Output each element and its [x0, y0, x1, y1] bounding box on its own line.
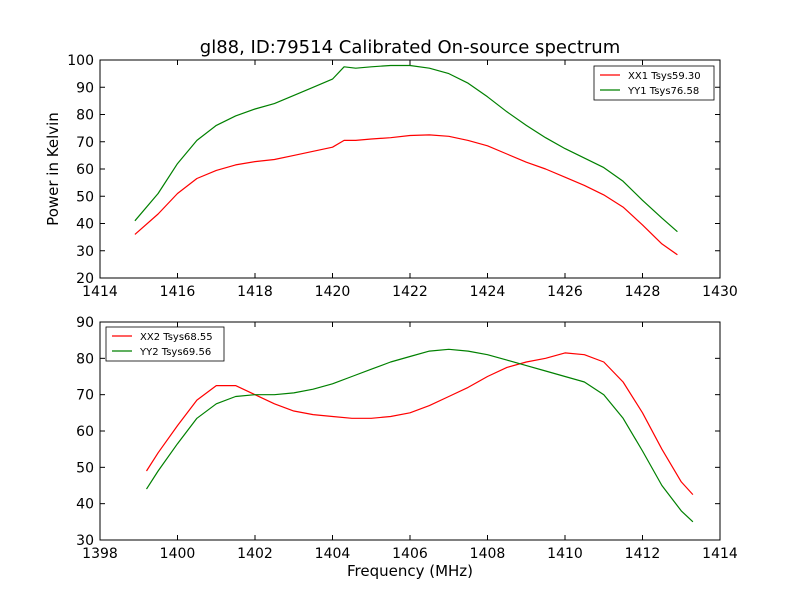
x-tick-label: 1424: [470, 284, 506, 300]
x-axis-label-bottom: Frequency (MHz): [347, 562, 473, 580]
series-line-0-1: [134, 64, 678, 233]
x-tick-label: 1412: [625, 546, 661, 562]
y-tick-label: 70: [76, 135, 94, 151]
x-tick-label: 1426: [547, 284, 583, 300]
x-tick-label: 1428: [625, 284, 661, 300]
x-tick-label: 1400: [160, 546, 196, 562]
x-tick-label: 1418: [237, 284, 273, 300]
y-tick-label: 90: [76, 315, 94, 331]
y-tick-label: 20: [76, 271, 94, 287]
x-tick-label: 1406: [392, 546, 428, 562]
y-tick-label: 90: [76, 80, 94, 96]
y-tick-label: 60: [76, 162, 94, 178]
x-tick-label: 1398: [82, 546, 118, 562]
x-tick-label: 1420: [315, 284, 351, 300]
y-tick-label: 30: [76, 244, 94, 260]
x-tick-label: 1430: [702, 284, 738, 300]
x-tick-label: 1404: [315, 546, 351, 562]
y-tick-label: 50: [76, 460, 94, 476]
y-tick-label: 70: [76, 388, 94, 404]
x-tick-label: 1408: [470, 546, 506, 562]
y-axis-label-top: Power in Kelvin: [44, 112, 62, 226]
legend-box-0: [593, 65, 715, 101]
y-tick-label: 80: [76, 351, 94, 367]
x-tick-label: 1414: [82, 284, 118, 300]
series-line-1-0: [145, 352, 694, 496]
x-tick-label: 1422: [392, 284, 428, 300]
legend-label: XX2 Tsys68.55: [140, 332, 213, 343]
x-tick-label: 1410: [547, 546, 583, 562]
legend-label: YY2 Tsys69.56: [139, 347, 211, 358]
y-tick-label: 60: [76, 424, 94, 440]
x-tick-label: 1414: [702, 546, 738, 562]
chart-title: gl88, ID:79514 Calibrated On-source spec…: [200, 37, 620, 58]
y-tick-label: 50: [76, 189, 94, 205]
y-tick-label: 40: [76, 497, 94, 513]
bottom-panel: 1398 1400 1402 1404 1406 1408 1410 1412 1414 30 40…: [76, 315, 738, 562]
series-line-1-1: [145, 348, 694, 523]
y-tick-label: 100: [67, 53, 94, 69]
legend-label: XX1 Tsys59.30: [628, 71, 701, 82]
legend-label: YY1 Tsys76.58: [627, 86, 699, 97]
legend-box-1: [105, 326, 225, 362]
x-tick-label: 1402: [237, 546, 273, 562]
x-tick-label: 1416: [160, 284, 196, 300]
y-tick-label: 30: [76, 533, 94, 549]
series-line-0-0: [134, 134, 678, 256]
y-tick-label: 80: [76, 108, 94, 124]
top-panel: 1414 1416 1418 1420 1422 1424 1426 1428 1430 20 30…: [67, 53, 738, 300]
y-tick-label: 40: [76, 217, 94, 233]
